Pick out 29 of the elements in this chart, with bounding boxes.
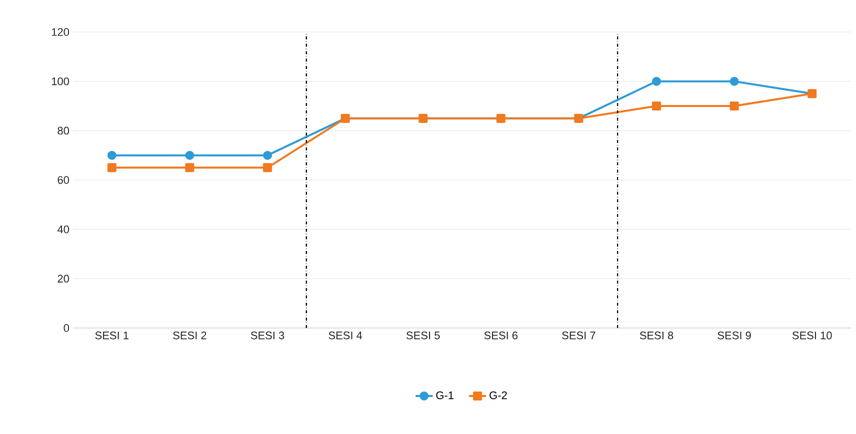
point [730,101,739,110]
y-tick-label: 20 [58,274,70,283]
y-tick-label: 80 [58,126,70,135]
y-tick-label: 60 [58,176,70,184]
y-tick-label: 120 [52,28,70,36]
point [185,163,194,172]
x-tick-label: SESI 1 [95,332,128,340]
x-tick-label: SESI 4 [328,332,362,340]
x-tick-label: SESI 8 [640,332,674,340]
x-tick-label: SESI 2 [173,332,206,340]
x-tick-label: SESI 9 [718,332,751,340]
legend-label: G-2 [490,391,507,400]
point [185,150,194,160]
x-tick-label: SESI 7 [562,332,596,340]
point [652,76,662,86]
x-tick-label: SESI 10 [792,332,832,340]
point [107,150,116,160]
point [730,76,739,86]
x-tick-label: SESI 6 [484,332,518,340]
x-tick-label: SESI 3 [250,332,284,340]
point [263,163,272,172]
legend-label: G-1 [436,391,454,400]
y-tick-label: 40 [57,225,70,234]
point [652,101,662,110]
x-tick-label: SESI 5 [406,332,440,340]
point [263,150,272,160]
point [107,163,116,172]
y-tick-label: 0 [64,324,70,332]
y-tick-label: 100 [52,77,70,86]
